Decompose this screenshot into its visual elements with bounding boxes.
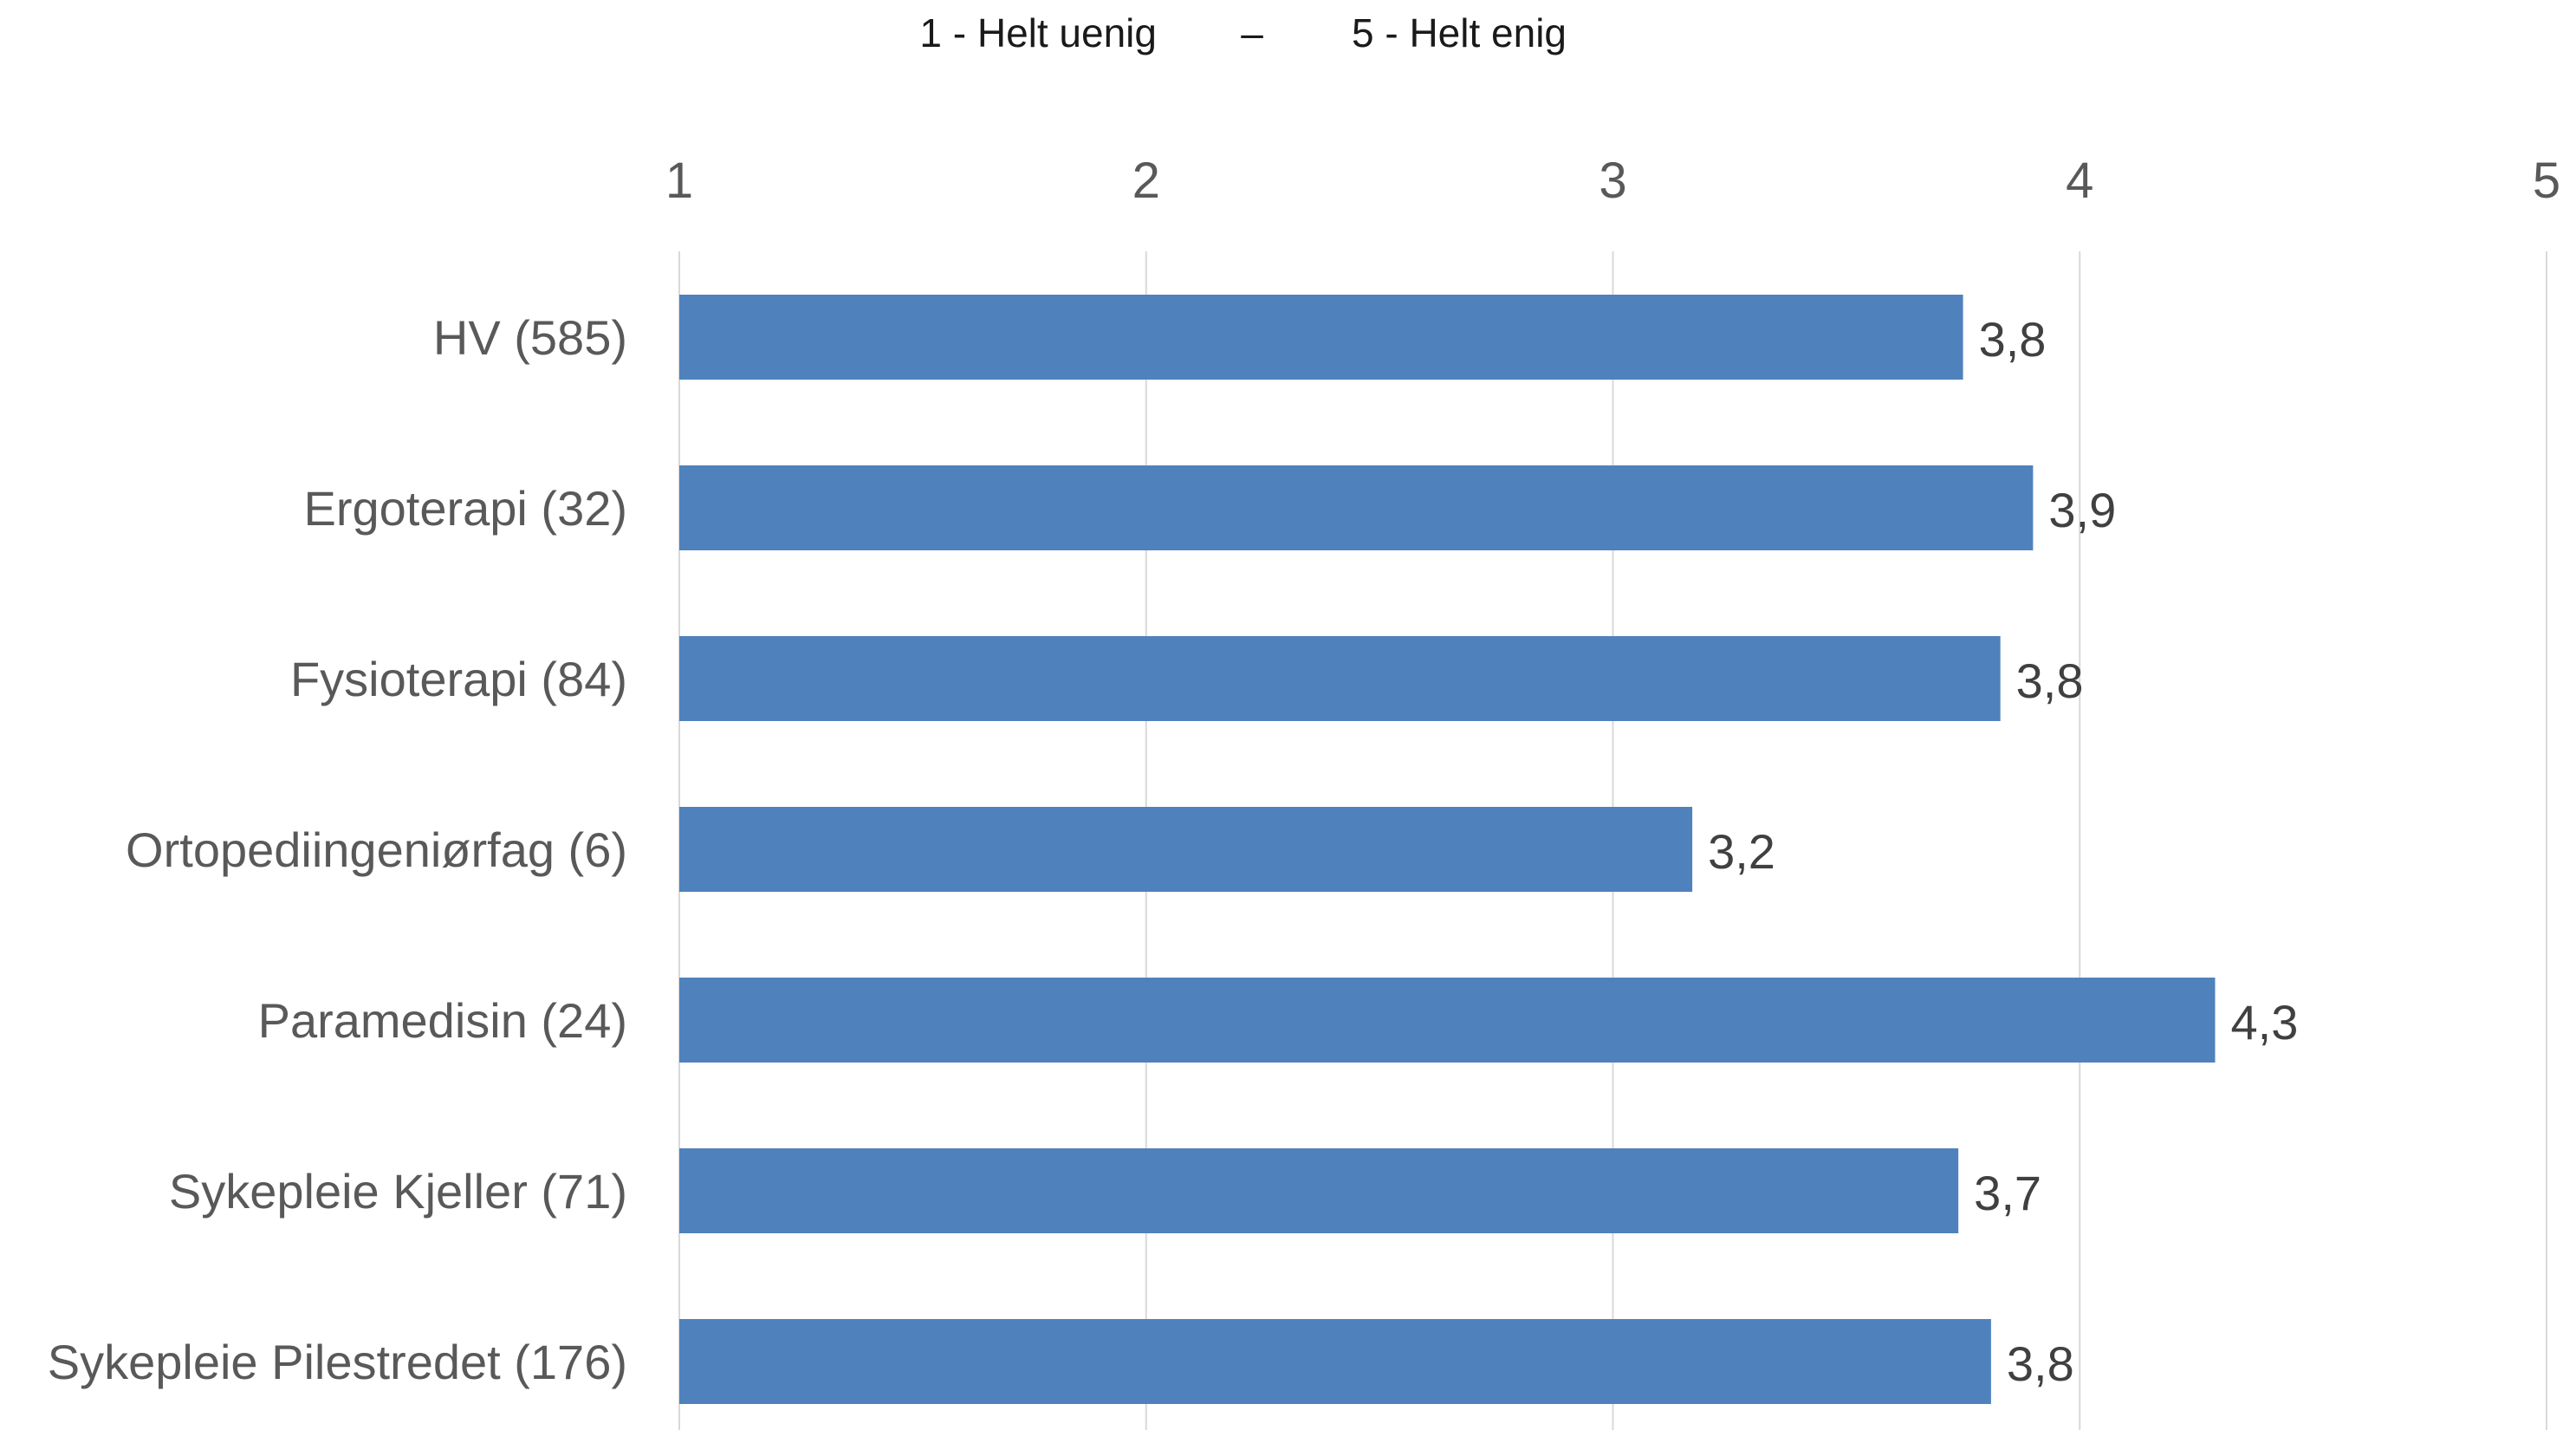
data-label: 3,2 (1708, 824, 1775, 879)
x-axis-tick-labels: 1 2 3 4 5 (665, 153, 2560, 209)
bar (679, 978, 2216, 1063)
data-label: 3,9 (2048, 483, 2116, 537)
category-label: Sykepleie Kjeller (71) (169, 1164, 627, 1219)
bar (679, 1319, 1991, 1404)
bar (679, 636, 2001, 721)
category-label: Paramedisin (24) (258, 993, 627, 1048)
data-label: 3,8 (1979, 312, 2047, 367)
scale-legend: 1 - Helt uenig – 5 - Helt enig (919, 10, 1567, 55)
scale-low-label: 1 - Helt uenig (919, 10, 1157, 55)
scale-separator: – (1241, 10, 1263, 55)
category-label: Ergoterapi (32) (303, 481, 627, 536)
value-labels: 3,8 3,9 3,8 3,2 4,3 3,7 3,8 (1708, 312, 2298, 1391)
category-labels: HV (585) Ergoterapi (32) Fysioterapi (84) O… (48, 310, 627, 1389)
bar (679, 807, 1693, 892)
bar (679, 1148, 1959, 1233)
x-tick-label: 2 (1132, 153, 1160, 209)
category-label: HV (585) (433, 310, 627, 365)
category-label: Ortopediingeniørfag (6) (126, 822, 627, 877)
data-label: 3,8 (2007, 1336, 2074, 1391)
bar (679, 295, 1963, 380)
x-tick-label: 5 (2533, 153, 2560, 209)
data-label: 3,7 (1974, 1166, 2041, 1220)
scale-high-label: 5 - Helt enig (1352, 10, 1567, 55)
x-tick-label: 4 (2066, 153, 2093, 209)
category-label: Sykepleie Pilestredet (176) (48, 1335, 627, 1389)
bar (679, 465, 2034, 550)
category-label: Fysioterapi (84) (290, 652, 627, 706)
data-label: 4,3 (2230, 995, 2298, 1050)
x-tick-label: 1 (665, 153, 693, 209)
data-label: 3,8 (2016, 653, 2084, 708)
bars (679, 295, 2216, 1404)
x-tick-label: 3 (1599, 153, 1626, 209)
